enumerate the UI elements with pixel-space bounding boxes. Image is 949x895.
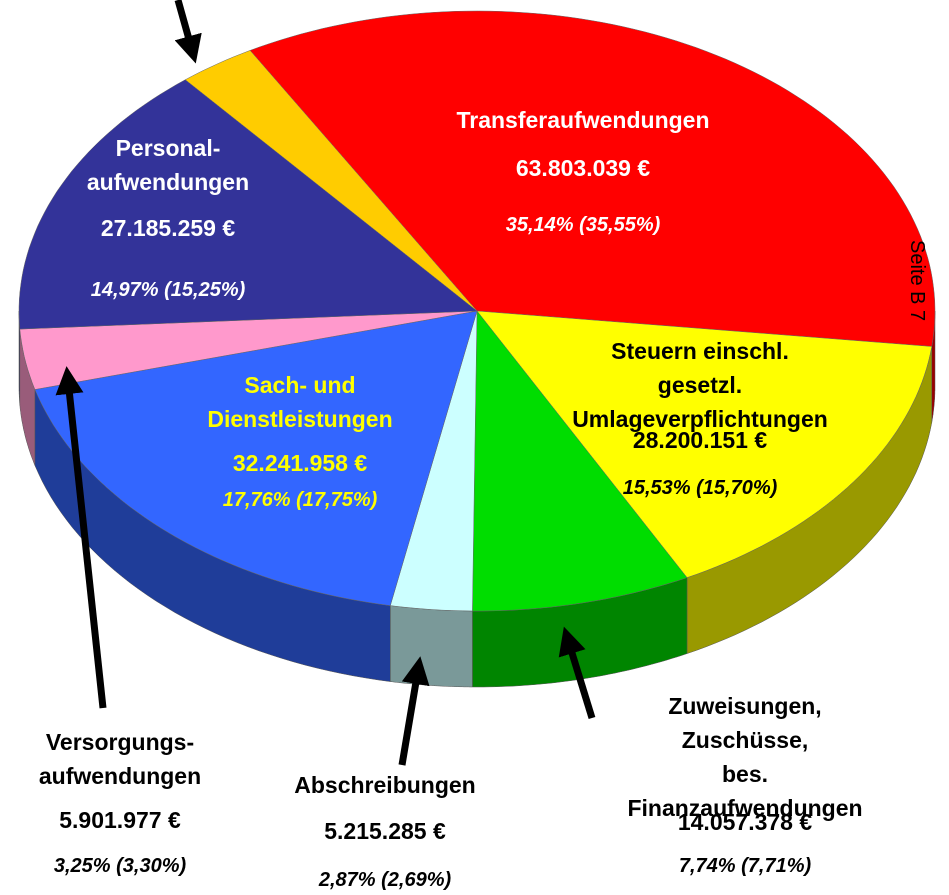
value-label: 28.200.151 €: [632, 427, 768, 453]
slice-name: Steuern einschl. gesetzl. Umlageverpflic…: [572, 338, 828, 432]
value-label: 63.803.039 €: [515, 155, 651, 181]
arrow: [398, 656, 430, 766]
slice-name: Abschreibungen: [294, 772, 476, 798]
slice-name: Personal- aufwendungen: [86, 135, 250, 195]
slice: [18, 79, 478, 330]
value-label: 5.901.977 €: [59, 807, 181, 833]
slice: [472, 310, 688, 612]
slice: [34, 310, 478, 606]
page-label: Seite B 7: [906, 240, 928, 322]
slice-name: Sach- und Dienstleistungen: [207, 372, 393, 432]
percent-label: 35,14% (35,55%): [505, 214, 661, 236]
slice-side: [390, 605, 473, 688]
percent-label: 2,87% (2,69%): [318, 869, 452, 891]
percent-label: 14,97% (15,25%): [90, 279, 246, 301]
percent-label: 3,25% (3,30%): [53, 855, 187, 877]
slice-name: Zuweisungen, Zuschüsse, bes. Finanzaufwe…: [627, 693, 863, 821]
pie: [18, 10, 936, 688]
arrow: [558, 626, 596, 720]
value-label: 32.241.958 €: [232, 450, 368, 476]
value-label: 5.215.285 €: [324, 818, 446, 844]
slice-name: Transferaufwendungen: [456, 107, 710, 133]
slice: [476, 310, 933, 578]
value-label: 27.185.259 €: [100, 215, 236, 241]
value-label: 14.057.378 €: [677, 809, 813, 835]
percent-label: 17,76% (17,75%): [222, 489, 378, 511]
slice: [184, 50, 478, 312]
slice-name: Versorgungs- aufwendungen: [38, 729, 202, 789]
arrow: [174, 0, 202, 64]
slice: [19, 310, 478, 390]
percent-label: 15,53% (15,70%): [622, 477, 778, 499]
slice: [389, 310, 478, 612]
arrows: [55, 0, 596, 766]
slice: [249, 10, 936, 347]
arrow: [55, 366, 107, 709]
percent-label: 7,74% (7,71%): [678, 855, 812, 877]
